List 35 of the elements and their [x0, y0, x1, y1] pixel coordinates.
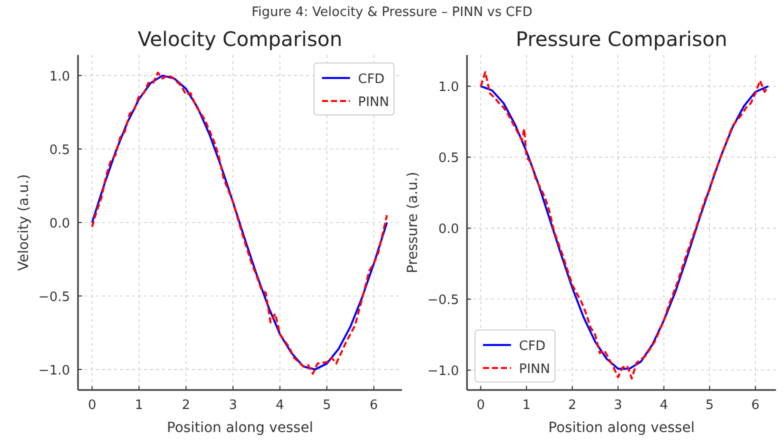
y-tick-label: 1.0: [49, 70, 70, 85]
y-tick-label: −1.0: [38, 363, 70, 378]
x-tick-label: 0: [476, 398, 485, 413]
x-tick-label: 3: [228, 398, 238, 413]
x-tick-label: 5: [322, 398, 332, 413]
y-axis-title: Velocity (a.u.): [16, 174, 32, 271]
y-tick-label: 0.5: [438, 151, 459, 166]
y-tick-label: 0.0: [49, 216, 70, 232]
x-tick-label: 4: [276, 398, 284, 413]
x-tick-label: 6: [751, 398, 760, 413]
x-tick-label: 2: [568, 398, 576, 413]
y-tick-label: −0.5: [427, 293, 459, 308]
legend-label: PINN: [358, 95, 390, 110]
y-tick-label: 0.5: [49, 143, 70, 158]
x-tick-label: 1: [522, 398, 531, 413]
x-tick-label: 4: [660, 398, 668, 413]
x-tick-label: 5: [705, 398, 714, 413]
x-axis-title: Position along vessel: [166, 420, 314, 436]
x-tick-label: 3: [614, 398, 622, 413]
y-tick-label: −0.5: [38, 290, 70, 305]
chart-title: Velocity Comparison: [138, 27, 342, 51]
chart-title: Pressure Comparison: [516, 27, 728, 51]
y-tick-label: 1.0: [438, 80, 459, 96]
x-tick-label: 2: [182, 398, 190, 413]
x-tick-label: 1: [134, 398, 144, 413]
y-tick-label: 0.0: [438, 222, 459, 238]
x-tick-label: 0: [88, 398, 96, 413]
x-tick-label: 6: [370, 398, 378, 413]
legend-label: CFD: [358, 72, 385, 87]
y-tick-label: −1.0: [427, 364, 459, 380]
legend-label: CFD: [519, 339, 546, 354]
caption: Figure 4: Velocity & Pressure – PINN vs CFD: [252, 5, 532, 20]
legend-label: PINN: [519, 362, 550, 377]
x-axis-title: Position along vessel: [548, 420, 695, 436]
y-axis-title: Pressure (a.u.): [405, 172, 421, 274]
